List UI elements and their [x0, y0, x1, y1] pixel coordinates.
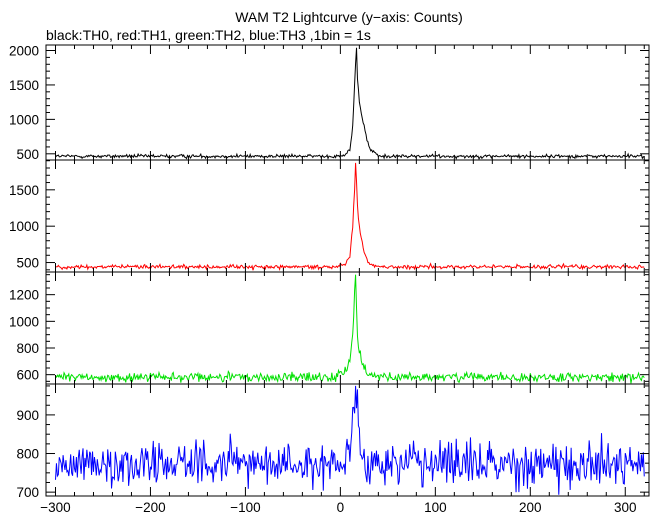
chart-subtitle: black:TH0, red:TH1, green:TH2, blue:TH3 …	[46, 27, 371, 43]
y-tick-label: 1000	[9, 112, 39, 127]
series-line-th1	[55, 162, 645, 271]
panel-frame	[45, 159, 650, 273]
x-tick-label: 200	[519, 500, 542, 515]
y-tick-label: 500	[16, 147, 39, 162]
y-tick-label: 700	[16, 485, 39, 500]
panel-th0: 500 1000 1500 2000	[9, 44, 650, 162]
y-tick-label: 1000	[9, 219, 39, 234]
y-tick-label: 600	[16, 368, 39, 383]
series-line-th0	[55, 47, 645, 161]
x-tick-label: −100	[230, 500, 260, 515]
x-tick-label: −300	[40, 500, 70, 515]
panel-stack: 500 1000 1500 2000 500 1000 1500 600 800 1000 1200…	[9, 44, 650, 500]
series-line-th3	[55, 385, 645, 495]
panel-frame	[45, 44, 650, 161]
y-tick-label: 500	[16, 256, 39, 271]
chart-title: WAM T2 Lightcurve (y−axis: Counts)	[235, 9, 463, 25]
series-line-th2	[55, 274, 645, 384]
y-tick-label: 1200	[9, 288, 39, 303]
panel-th3: 700 800 900	[16, 383, 650, 500]
y-tick-label: 1500	[9, 78, 39, 93]
y-tick-label: 800	[16, 447, 39, 462]
x-tick-label: 100	[424, 500, 447, 515]
panel-th2: 600 800 1000 1200	[9, 271, 650, 385]
y-tick-label: 900	[16, 408, 39, 423]
y-tick-label: 1000	[9, 314, 39, 329]
x-tick-label: 0	[337, 500, 345, 515]
y-tick-label: 800	[16, 341, 39, 356]
x-tick-label: 300	[614, 500, 637, 515]
panel-th1: 500 1000 1500	[9, 159, 650, 273]
y-tick-label: 1500	[9, 183, 39, 198]
panel-frame	[45, 383, 650, 497]
y-tick-label: 2000	[9, 44, 39, 59]
x-tick-label: −200	[135, 500, 165, 515]
x-axis: −300 −200 −100 0 100 200 300	[40, 500, 636, 515]
